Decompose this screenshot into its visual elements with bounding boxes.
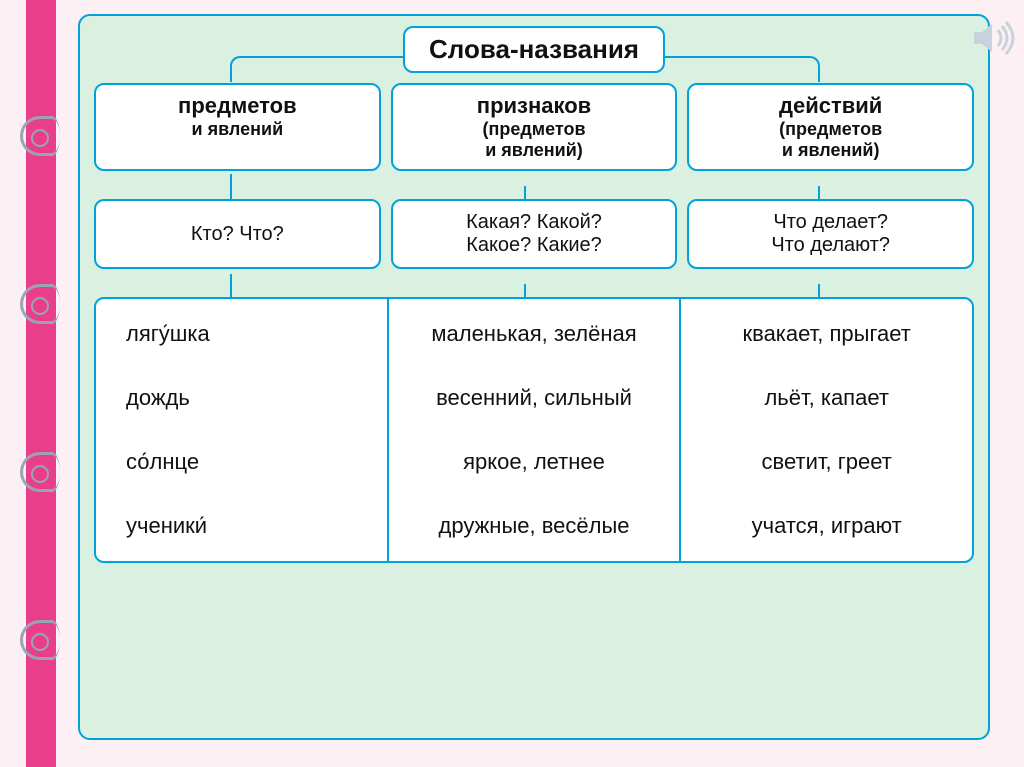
category-line: (предметов: [695, 119, 966, 140]
title-text: Слова-названия: [429, 34, 639, 64]
example-cell: маленькая, зелёная: [401, 321, 668, 347]
examples-col-actions: квакает, прыгает льёт, капает светит, гр…: [679, 299, 972, 561]
binder-ring: [20, 116, 60, 156]
category-line: признаков: [399, 93, 670, 119]
question-line: Что делают?: [697, 234, 964, 257]
category-line: и явлений): [695, 140, 966, 161]
question-box-which: Какая? Какой? Какое? Какие?: [391, 199, 678, 269]
diagram-panel: Слова-названия предметов и явлений призн…: [78, 14, 990, 740]
category-line: и явлений: [102, 119, 373, 140]
question-line: Какое? Какие?: [401, 234, 668, 257]
category-box-objects: предметов и явлений: [94, 83, 381, 171]
example-cell: дождь: [108, 385, 375, 411]
examples-table: лягу́шка дождь со́лнце ученики́ маленька…: [94, 297, 974, 563]
example-cell: льёт, капает: [693, 385, 960, 411]
category-line: предметов: [102, 93, 373, 119]
example-cell: светит, греет: [693, 449, 960, 475]
binder-ring: [20, 452, 60, 492]
category-line: (предметов: [399, 119, 670, 140]
example-cell: ученики́: [108, 513, 375, 539]
question-box-who-what: Кто? Что?: [94, 199, 381, 269]
example-cell: квакает, прыгает: [693, 321, 960, 347]
category-line: действий: [695, 93, 966, 119]
question-line: Что делает?: [697, 211, 964, 234]
examples-col-objects: лягу́шка дождь со́лнце ученики́: [96, 299, 387, 561]
binder-ring: [20, 620, 60, 660]
title-box: Слова-названия: [403, 26, 665, 73]
example-cell: со́лнце: [108, 449, 375, 475]
question-box-does: Что делает? Что делают?: [687, 199, 974, 269]
category-row: предметов и явлений признаков (предметов…: [94, 83, 974, 171]
example-cell: весенний, сильный: [401, 385, 668, 411]
example-cell: лягу́шка: [108, 321, 375, 347]
example-cell: учатся, играют: [693, 513, 960, 539]
speaker-icon: [968, 14, 1016, 62]
category-box-attributes: признаков (предметов и явлений): [391, 83, 678, 171]
binder-ring: [20, 284, 60, 324]
examples-col-attributes: маленькая, зелёная весенний, сильный ярк…: [387, 299, 680, 561]
question-line: Какая? Какой?: [401, 211, 668, 234]
example-cell: дружные, весёлые: [401, 513, 668, 539]
category-box-actions: действий (предметов и явлений): [687, 83, 974, 171]
question-row: Кто? Что? Какая? Какой? Какое? Какие? Чт…: [94, 199, 974, 269]
category-line: и явлений): [399, 140, 670, 161]
question-line: Кто? Что?: [104, 223, 371, 246]
example-cell: яркое, летнее: [401, 449, 668, 475]
